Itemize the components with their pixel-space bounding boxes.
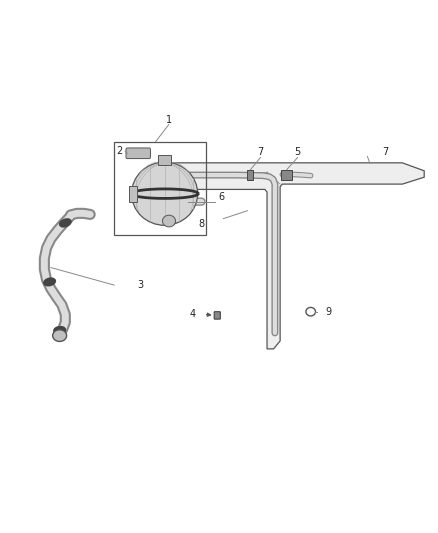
Ellipse shape bbox=[55, 328, 64, 333]
Ellipse shape bbox=[60, 220, 70, 226]
Bar bbox=[114, 142, 206, 235]
Text: 7: 7 bbox=[258, 147, 264, 157]
Text: 1: 1 bbox=[166, 115, 172, 125]
Ellipse shape bbox=[45, 279, 54, 285]
Bar bbox=[158, 155, 171, 165]
Text: 2: 2 bbox=[117, 146, 123, 156]
Ellipse shape bbox=[162, 215, 176, 227]
FancyBboxPatch shape bbox=[214, 312, 220, 319]
Text: 3: 3 bbox=[138, 280, 144, 290]
FancyBboxPatch shape bbox=[126, 148, 150, 159]
Text: 9: 9 bbox=[325, 306, 331, 317]
Text: 5: 5 bbox=[294, 147, 301, 157]
Ellipse shape bbox=[53, 330, 67, 342]
Bar bbox=[282, 170, 292, 180]
Text: 7: 7 bbox=[382, 147, 388, 157]
Bar bbox=[247, 170, 254, 180]
Bar bbox=[130, 185, 137, 201]
Text: 6: 6 bbox=[218, 192, 224, 203]
Polygon shape bbox=[169, 163, 424, 349]
Ellipse shape bbox=[132, 162, 198, 225]
Text: 8: 8 bbox=[198, 219, 205, 229]
Text: 4: 4 bbox=[190, 309, 196, 319]
